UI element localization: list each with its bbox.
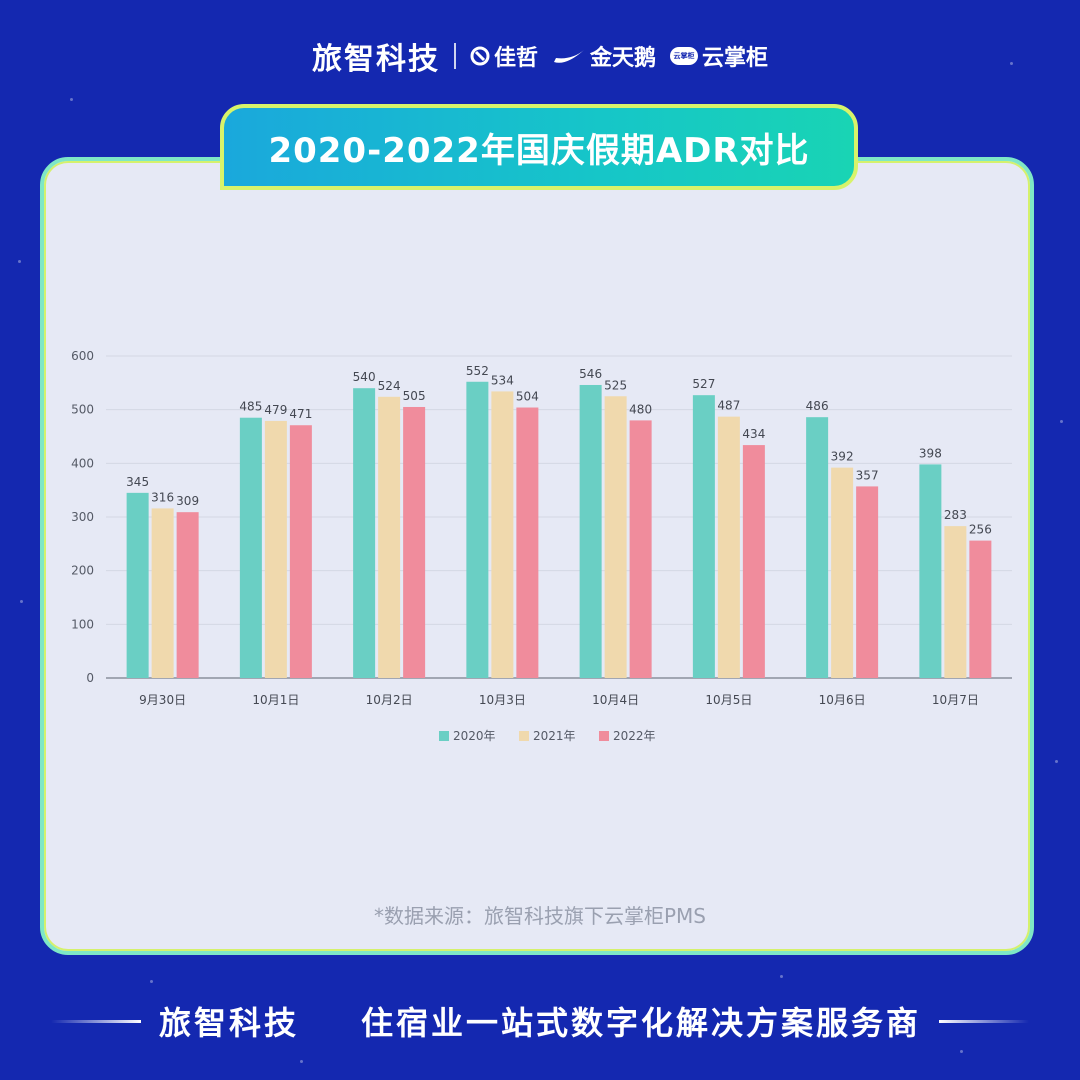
data-label: 316 bbox=[151, 490, 174, 504]
x-tick-label: 9月30日 bbox=[139, 693, 186, 707]
y-tick-label: 600 bbox=[71, 349, 94, 363]
bar bbox=[491, 391, 514, 678]
jiazhe-icon bbox=[470, 46, 490, 66]
x-tick-label: 10月7日 bbox=[932, 693, 979, 707]
partner-logo-yunzhanggui: 云掌柜 云掌柜 bbox=[670, 40, 768, 72]
legend-label: 2021年 bbox=[533, 729, 576, 743]
bar bbox=[944, 526, 967, 678]
bar bbox=[378, 396, 401, 678]
legend-label: 2020年 bbox=[453, 729, 496, 743]
data-label: 485 bbox=[239, 400, 262, 414]
data-label: 434 bbox=[742, 427, 765, 441]
data-label: 552 bbox=[466, 364, 489, 378]
data-label: 345 bbox=[126, 475, 149, 489]
bar bbox=[831, 467, 854, 678]
y-tick-label: 500 bbox=[71, 403, 94, 417]
footer-slogan-text: 住宿业一站式数字化解决方案服务商 bbox=[361, 1004, 922, 1042]
bar bbox=[264, 420, 287, 678]
data-label: 283 bbox=[944, 508, 967, 522]
partner-name-jintiane: 金天鹅 bbox=[589, 46, 656, 71]
bar bbox=[604, 396, 627, 678]
data-label: 534 bbox=[491, 373, 514, 387]
bar bbox=[969, 540, 992, 678]
data-label: 525 bbox=[604, 378, 627, 392]
bar bbox=[403, 406, 426, 678]
data-label: 540 bbox=[353, 370, 376, 384]
data-source-note: *数据来源：旅智科技旗下云掌柜PMS bbox=[373, 904, 706, 928]
data-label: 357 bbox=[856, 468, 879, 482]
legend-swatch bbox=[519, 731, 529, 741]
partner-logo-jiazhe: 佳哲 bbox=[470, 40, 538, 72]
bar bbox=[717, 416, 740, 678]
data-label: 527 bbox=[692, 377, 715, 391]
x-tick-label: 10月6日 bbox=[819, 693, 866, 707]
footer-brand: 旅智科技 bbox=[158, 1004, 299, 1042]
data-label: 309 bbox=[176, 494, 199, 508]
x-tick-label: 10月4日 bbox=[592, 693, 639, 707]
y-tick-label: 200 bbox=[71, 564, 94, 578]
data-label: 505 bbox=[403, 389, 426, 403]
partner-logo-jintiane: 金天鹅 bbox=[552, 40, 656, 72]
logo-bar: 旅智科技 佳哲 金天鹅 云掌柜 云掌柜 bbox=[0, 36, 1080, 77]
data-label: 479 bbox=[264, 403, 287, 417]
footer-line-left bbox=[50, 1019, 141, 1023]
chart-title: 2020-2022年国庆假期ADR对比 bbox=[220, 104, 858, 190]
x-tick-label: 10月2日 bbox=[366, 693, 413, 707]
bar bbox=[742, 445, 765, 678]
y-tick-label: 300 bbox=[71, 510, 94, 524]
x-tick-label: 10月5日 bbox=[705, 693, 752, 707]
x-tick-label: 10月1日 bbox=[252, 693, 299, 707]
footer-slogan: 旅智科技 住宿业一站式数字化解决方案服务商 bbox=[0, 998, 1080, 1044]
data-label: 504 bbox=[516, 390, 539, 404]
x-tick-label: 10月3日 bbox=[479, 693, 526, 707]
cloud-icon: 云掌柜 bbox=[670, 47, 698, 65]
bar-chart: 0 100 200 300 400 500 600 345 316 309 9月30日 485 479 4… bbox=[60, 340, 1020, 760]
data-label: 392 bbox=[831, 450, 854, 464]
bar bbox=[353, 388, 376, 678]
legend-swatch bbox=[439, 731, 449, 741]
bar bbox=[151, 508, 174, 678]
partner-name-jiazhe: 佳哲 bbox=[493, 46, 538, 71]
legend-swatch bbox=[599, 731, 609, 741]
y-tick-label: 400 bbox=[71, 456, 94, 470]
logo-divider bbox=[453, 43, 456, 69]
bar bbox=[239, 417, 262, 678]
bar bbox=[126, 492, 149, 678]
bar bbox=[856, 486, 879, 678]
partner-name-yunzhanggui: 云掌柜 bbox=[702, 46, 769, 71]
bar bbox=[629, 420, 652, 678]
bar bbox=[516, 407, 539, 678]
bar bbox=[806, 417, 829, 678]
data-label: 256 bbox=[969, 523, 992, 537]
legend-label: 2022年 bbox=[613, 729, 656, 743]
data-label: 398 bbox=[919, 446, 942, 460]
bar bbox=[176, 512, 199, 678]
data-label: 546 bbox=[579, 367, 602, 381]
bar bbox=[466, 381, 489, 678]
bar bbox=[692, 395, 715, 678]
data-label: 486 bbox=[806, 399, 829, 413]
data-label: 480 bbox=[629, 402, 652, 416]
data-label: 487 bbox=[717, 399, 740, 413]
swan-icon bbox=[553, 50, 584, 63]
y-tick-label: 100 bbox=[71, 617, 94, 631]
data-label: 524 bbox=[378, 379, 401, 393]
footer-line-right bbox=[939, 1019, 1030, 1023]
y-tick-label: 0 bbox=[86, 671, 94, 685]
bar bbox=[919, 464, 942, 678]
brand-logo: 旅智科技 bbox=[311, 42, 440, 77]
bar bbox=[579, 384, 602, 678]
data-label: 471 bbox=[289, 407, 312, 421]
bar bbox=[289, 425, 312, 678]
